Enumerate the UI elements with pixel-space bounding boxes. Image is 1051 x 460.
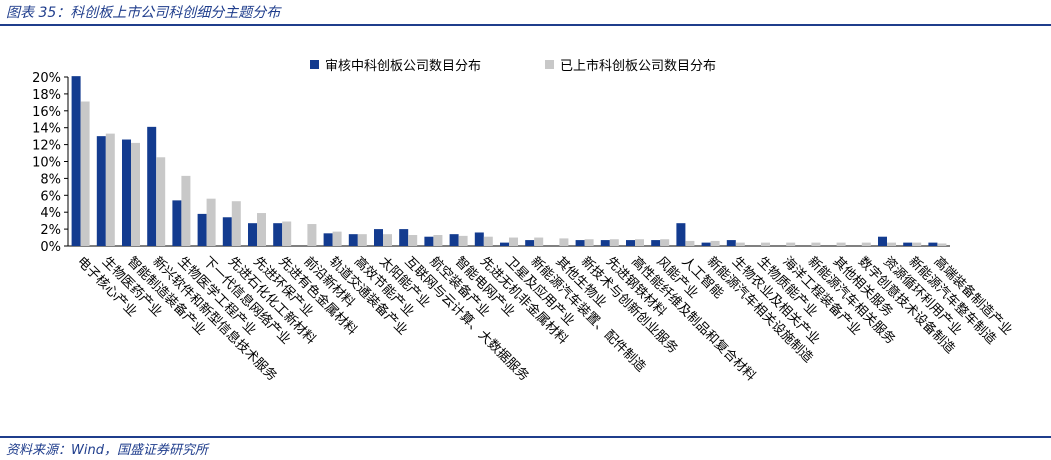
bar-listed (836, 242, 846, 246)
y-tick-label: 10% (32, 156, 61, 171)
legend-label-listed: 已上市科创板公司数目分布 (560, 58, 716, 74)
bar-listed (584, 239, 594, 246)
bar-listed (937, 243, 947, 246)
bar-under-review (122, 139, 131, 246)
bar-listed (509, 237, 518, 246)
y-tick-label: 8% (40, 172, 61, 187)
bar-listed (660, 239, 670, 246)
bar-under-review (726, 240, 736, 246)
top-rule (0, 24, 1051, 26)
bar-under-review (222, 217, 232, 246)
bar-under-review (273, 223, 283, 246)
bar-listed (710, 240, 720, 246)
bar-listed (635, 239, 644, 246)
bar-listed (307, 224, 317, 246)
bar-under-review (348, 234, 358, 246)
bar-under-review (424, 236, 434, 246)
bar-under-review (903, 242, 913, 246)
bar-under-review (575, 240, 585, 246)
y-tick-label: 12% (32, 139, 61, 154)
bar-listed (887, 242, 896, 246)
y-tick-label: 2% (40, 223, 61, 238)
legend-swatch-listed (545, 60, 554, 69)
bar-under-review (525, 240, 535, 246)
bar-under-review (96, 136, 106, 246)
bar-listed (685, 240, 695, 246)
bar-chart: 0% 2% 4% 6% 8%10% 12% 14% 16% 18% 20% 电子核心产业生物医药产… (32, 58, 1016, 385)
bar-under-review (676, 223, 686, 246)
bar-listed (383, 234, 392, 246)
bar-listed (534, 237, 544, 246)
y-tick-label: 6% (40, 189, 61, 204)
bar-listed (559, 238, 569, 246)
x-axis-labels: 电子核心产业生物医药产业智能制造装备产业新兴软件和新型信息技术服务生物医学工程产… (74, 254, 1016, 385)
bar-listed (80, 101, 90, 246)
bar-under-review (71, 76, 81, 246)
bar-under-review (626, 240, 635, 246)
bar-under-review (701, 242, 711, 246)
bar-listed (861, 242, 871, 246)
bar-under-review (172, 200, 182, 246)
bar-listed (181, 175, 191, 246)
y-tick-label: 0% (40, 240, 61, 255)
bar-listed (609, 239, 619, 246)
bar-listed (105, 133, 115, 246)
figure-caption: 图表 35：科创板上市公司科创细分主题分布 (6, 5, 281, 21)
y-tick-label: 16% (32, 105, 61, 120)
legend: 审核中科创板公司数目分布 已上市科创板公司数目分布 (310, 58, 716, 74)
y-tick-label: 4% (40, 206, 61, 221)
y-tick-label: 18% (32, 88, 61, 103)
legend-swatch-under-review (310, 60, 319, 69)
source-note: 资料来源：Wind，国盛证券研究所 (6, 443, 208, 458)
bar-listed (156, 157, 166, 246)
bar-listed (786, 242, 796, 246)
legend-label-under-review: 审核中科创板公司数目分布 (325, 59, 481, 74)
bar-under-review (474, 232, 484, 246)
bar-under-review (374, 229, 383, 246)
bar-listed (131, 142, 140, 246)
bar-listed (811, 242, 821, 246)
bar-under-review (449, 234, 459, 246)
bar-listed (282, 221, 292, 246)
bar-listed (735, 242, 745, 246)
bar-listed (433, 235, 443, 246)
bar-under-review (399, 229, 409, 246)
bar-under-review (928, 242, 938, 246)
bar-under-review (197, 213, 207, 246)
bar-listed (483, 236, 493, 246)
bar-listed (458, 235, 468, 246)
bars (71, 76, 947, 246)
bar-under-review (651, 240, 661, 246)
bar-under-review (600, 240, 610, 246)
y-tick-label: 20% (32, 71, 61, 86)
bar-listed (912, 242, 922, 246)
bar-listed (231, 201, 241, 246)
bar-under-review (323, 233, 333, 246)
bar-under-review (878, 236, 887, 246)
y-axis: 0% 2% 4% 6% 8%10% 12% 14% 16% 18% 20% (32, 71, 950, 255)
bar-under-review (147, 126, 157, 246)
bar-listed (257, 213, 266, 246)
bottom-rule (0, 436, 1051, 438)
bar-listed (332, 231, 342, 246)
bar-listed (206, 198, 216, 246)
bar-listed (408, 235, 418, 246)
bar-listed (761, 242, 770, 246)
y-tick-label: 14% (32, 122, 61, 137)
bar-listed (357, 234, 367, 246)
bar-under-review (248, 223, 257, 246)
bar-under-review (500, 242, 509, 246)
